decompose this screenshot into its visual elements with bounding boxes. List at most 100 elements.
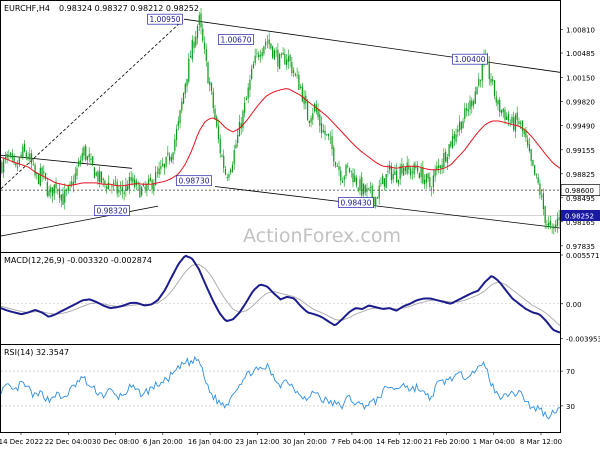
candle-body	[244, 102, 246, 113]
candle-body	[354, 175, 356, 182]
candle-body	[125, 184, 127, 192]
candle-body	[537, 177, 539, 183]
candle-body	[177, 121, 179, 127]
candle-body	[443, 153, 445, 168]
candle-body	[254, 55, 256, 64]
candle-body	[448, 144, 450, 157]
candle-body	[202, 28, 204, 41]
candle-body	[147, 179, 150, 185]
candle-body	[532, 159, 534, 166]
candle-body	[258, 54, 260, 57]
level-price-label: 0.98600	[565, 187, 594, 195]
candle-body	[357, 188, 359, 189]
candle-body	[446, 157, 448, 163]
candle-body	[334, 162, 337, 166]
candle-body	[228, 174, 230, 178]
candle-body	[111, 185, 113, 187]
candle-body	[139, 184, 141, 198]
candle-body	[189, 56, 192, 58]
candle-body	[179, 110, 181, 124]
candle-body	[406, 162, 408, 174]
candle-body	[394, 171, 396, 175]
candle-body	[209, 81, 211, 86]
price-annotations: 1.00950 1.00670 1.00400 0.98730 0.98320 0.984…	[94, 13, 488, 216]
macd-signal-line	[0, 263, 561, 326]
level-price-box	[560, 184, 600, 197]
candle-body	[495, 96, 497, 103]
candle-body	[235, 144, 237, 149]
candle-body	[492, 79, 494, 82]
price-tick-label: 0.98165	[566, 219, 595, 227]
candle-body	[118, 190, 120, 193]
candle-body	[13, 156, 15, 163]
candle-body	[296, 74, 298, 76]
current-price-box	[561, 209, 600, 221]
candle-body	[530, 149, 532, 161]
moving-average-layer	[0, 88, 561, 187]
candle-body	[79, 160, 82, 163]
candle-body	[170, 156, 172, 162]
candle-body	[184, 83, 186, 94]
candle-body	[193, 41, 195, 48]
candle-body	[333, 147, 335, 162]
time-tick-label: 7 Feb 04:00	[331, 438, 372, 446]
candle-body	[205, 49, 207, 61]
candle-body	[387, 170, 389, 172]
candle-body	[364, 185, 366, 193]
candle-body	[163, 164, 165, 168]
candle-body	[265, 42, 267, 46]
macd-line	[0, 254, 561, 334]
candle-body	[34, 164, 36, 176]
candle-body	[497, 100, 499, 105]
candle-body	[154, 172, 157, 186]
time-tick-label: 22 Dec 04:00	[45, 438, 92, 446]
candle-body	[507, 113, 510, 121]
candle-body	[327, 133, 330, 137]
candle-body	[18, 157, 20, 165]
candle-body	[81, 152, 83, 161]
candle-body	[65, 190, 68, 192]
candle-body	[142, 183, 144, 187]
price-tick-label: 0.98495	[566, 195, 595, 203]
candle-body	[203, 42, 206, 50]
candle-body	[462, 121, 464, 129]
candle-body	[294, 73, 296, 76]
candle-body	[11, 153, 13, 159]
candle-body	[175, 128, 178, 140]
candle-body	[216, 116, 218, 127]
candle-body	[504, 109, 506, 120]
candle-body	[186, 78, 188, 87]
annotation-box	[338, 197, 374, 208]
candle-body	[385, 174, 387, 189]
candle-body	[86, 156, 89, 161]
candle-body	[238, 122, 241, 137]
candle-body	[292, 70, 295, 74]
candle-body	[548, 222, 550, 227]
time-tick-label: 14 Dec 2022	[0, 438, 43, 446]
candle-body	[237, 135, 239, 144]
candle-body	[116, 182, 118, 194]
price-tick-label: 0.97835	[566, 243, 595, 251]
candle-body	[371, 185, 373, 198]
candle-body	[481, 61, 483, 81]
candle-body	[539, 183, 541, 196]
candle-body	[99, 171, 101, 183]
candle-body	[549, 220, 552, 225]
candle-body	[104, 180, 106, 184]
candle-body	[141, 187, 143, 196]
candle-body	[64, 190, 66, 203]
candle-body	[319, 114, 321, 126]
candle-body	[410, 168, 412, 176]
candle-body	[15, 163, 17, 166]
candle-body	[120, 187, 122, 189]
candle-body	[340, 170, 342, 181]
candle-body	[48, 190, 50, 196]
candle-body	[458, 121, 461, 131]
current-price-label: 0.98252	[565, 212, 594, 220]
candle-body	[308, 120, 310, 123]
candle-body	[223, 155, 225, 168]
candle-body	[44, 173, 47, 180]
candle-body	[214, 108, 216, 119]
candle-body	[450, 141, 452, 147]
